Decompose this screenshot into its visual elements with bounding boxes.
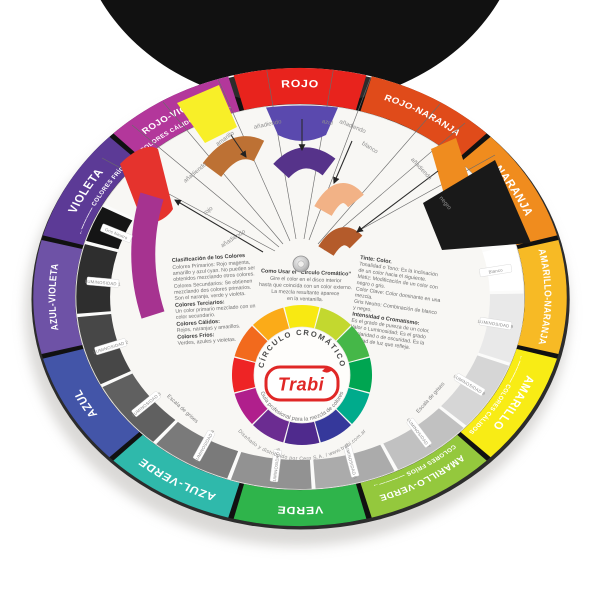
panel-line: Verdes, azules y violetas. xyxy=(178,337,237,347)
panel-line: Colores Secundarios: Se obtienen xyxy=(174,278,253,289)
brush-leaf-icon xyxy=(322,366,333,373)
outer-ring-segment xyxy=(233,483,367,526)
panel-line: Colores Cálidos: xyxy=(176,319,220,328)
outer-ring-segment xyxy=(460,348,557,458)
panel-glossary: Tinte: Color. Tonalidad o Tono: Es la in… xyxy=(348,255,441,351)
window-naranja-wedge xyxy=(431,138,470,194)
panel-line: Colores Fríos: xyxy=(177,332,215,341)
inner-wheel-segment xyxy=(347,357,372,393)
outer-ring-segment xyxy=(233,68,367,111)
mix-arrow xyxy=(356,170,439,233)
mix-label: azul xyxy=(321,119,333,127)
window-amarillo-wedge xyxy=(177,85,237,143)
swatch-result-violeta xyxy=(273,147,336,179)
inner-wheel-segment xyxy=(232,357,257,393)
outer-ring-segment xyxy=(33,240,83,354)
mixing-sector: añadiendo azul añadiendo amarillo añadie… xyxy=(101,68,531,319)
segment-label: AZUL-VIOLETA xyxy=(47,263,60,331)
panel-line: color secundario. xyxy=(176,312,216,321)
panel-line: Tinte: Color. xyxy=(360,255,393,265)
panel-line: y negro. xyxy=(353,305,372,314)
outer-ring-segment xyxy=(113,434,240,518)
panel-line: Clasificación de los Colores xyxy=(172,253,246,264)
panel-line: obtenidos mezclando otros colores. xyxy=(173,271,255,283)
panel-line: Como Usar el “Círculo Cromático” xyxy=(261,268,352,277)
outer-ring xyxy=(33,68,567,526)
panel-line: hasta que coincida con un color externo. xyxy=(259,282,352,291)
mix-label: añadiendo xyxy=(253,119,282,131)
mix-label: rojo xyxy=(203,205,215,216)
outer-ring-segment xyxy=(517,240,567,354)
mix-arrow xyxy=(230,134,247,158)
segment-label: ROJO xyxy=(281,79,319,91)
outer-ring-segment xyxy=(43,348,140,458)
brand-name: Trabi xyxy=(278,375,325,395)
mix-arrow xyxy=(174,199,264,253)
gray-label: LUMINOSIDAD 9 xyxy=(477,319,514,330)
svg-text:AZUL-VIOLETA: AZUL-VIOLETA xyxy=(47,263,61,331)
panel-line: amarillo y azul cyan. No pueden ser xyxy=(173,265,256,277)
gray-label: LUMINOSIDAD 5 xyxy=(272,447,281,484)
swatch-result-salmon xyxy=(314,183,364,217)
center-pin xyxy=(292,255,310,273)
panel-line: La mezcla resultante aparece xyxy=(271,289,339,297)
panel-line: Colores Primarios: Rojo magenta, xyxy=(172,260,250,271)
svg-text:ROJO: ROJO xyxy=(281,79,319,91)
gray-label: Blanco xyxy=(488,267,503,274)
trabi-logo-frame xyxy=(264,365,340,402)
inner-wheel-segment xyxy=(284,420,320,445)
inner-wheel-segment xyxy=(284,305,320,330)
outer-ring-segment xyxy=(460,136,557,246)
swatch-result-ocre xyxy=(318,227,363,257)
panel-line: Gire el color en el disco interior xyxy=(270,276,342,285)
panel-line: en la ventanilla. xyxy=(287,296,323,303)
panel-line: mezclando dos colores primarios. xyxy=(174,285,252,296)
mix-arrows xyxy=(174,119,439,253)
panel-classification: Clasificación de los Colores Colores Pri… xyxy=(172,253,256,347)
panel-line: Rojos, naranjas y amarillos. xyxy=(177,323,241,333)
panel-line: negro o gris. xyxy=(356,280,385,290)
panel-line: Colores Terciarios: xyxy=(175,299,225,308)
segment-label: VERDE xyxy=(276,503,322,515)
panel-line: mezcla. xyxy=(354,292,373,300)
swatch-result-marron xyxy=(202,136,265,178)
mix-arrow xyxy=(333,140,353,184)
panel-line: Son el naranja, verde y violeta. xyxy=(174,291,245,302)
window-negro-wedge xyxy=(423,160,531,250)
inner-color-wheel xyxy=(232,305,372,445)
trabi-logo: Trabi xyxy=(264,365,340,402)
outer-ring-segment xyxy=(43,136,140,246)
outer-ring-segment xyxy=(360,434,487,518)
gray-label: LUMINOSIDAD 1 xyxy=(85,279,122,287)
panel-usage: Como Usar el “Círculo Cromático” Gire el… xyxy=(259,268,352,303)
swatch-result-magenta xyxy=(131,192,165,319)
svg-text:VERDE: VERDE xyxy=(276,503,323,515)
panel-line: Un color primario mezclado con un xyxy=(175,303,255,315)
